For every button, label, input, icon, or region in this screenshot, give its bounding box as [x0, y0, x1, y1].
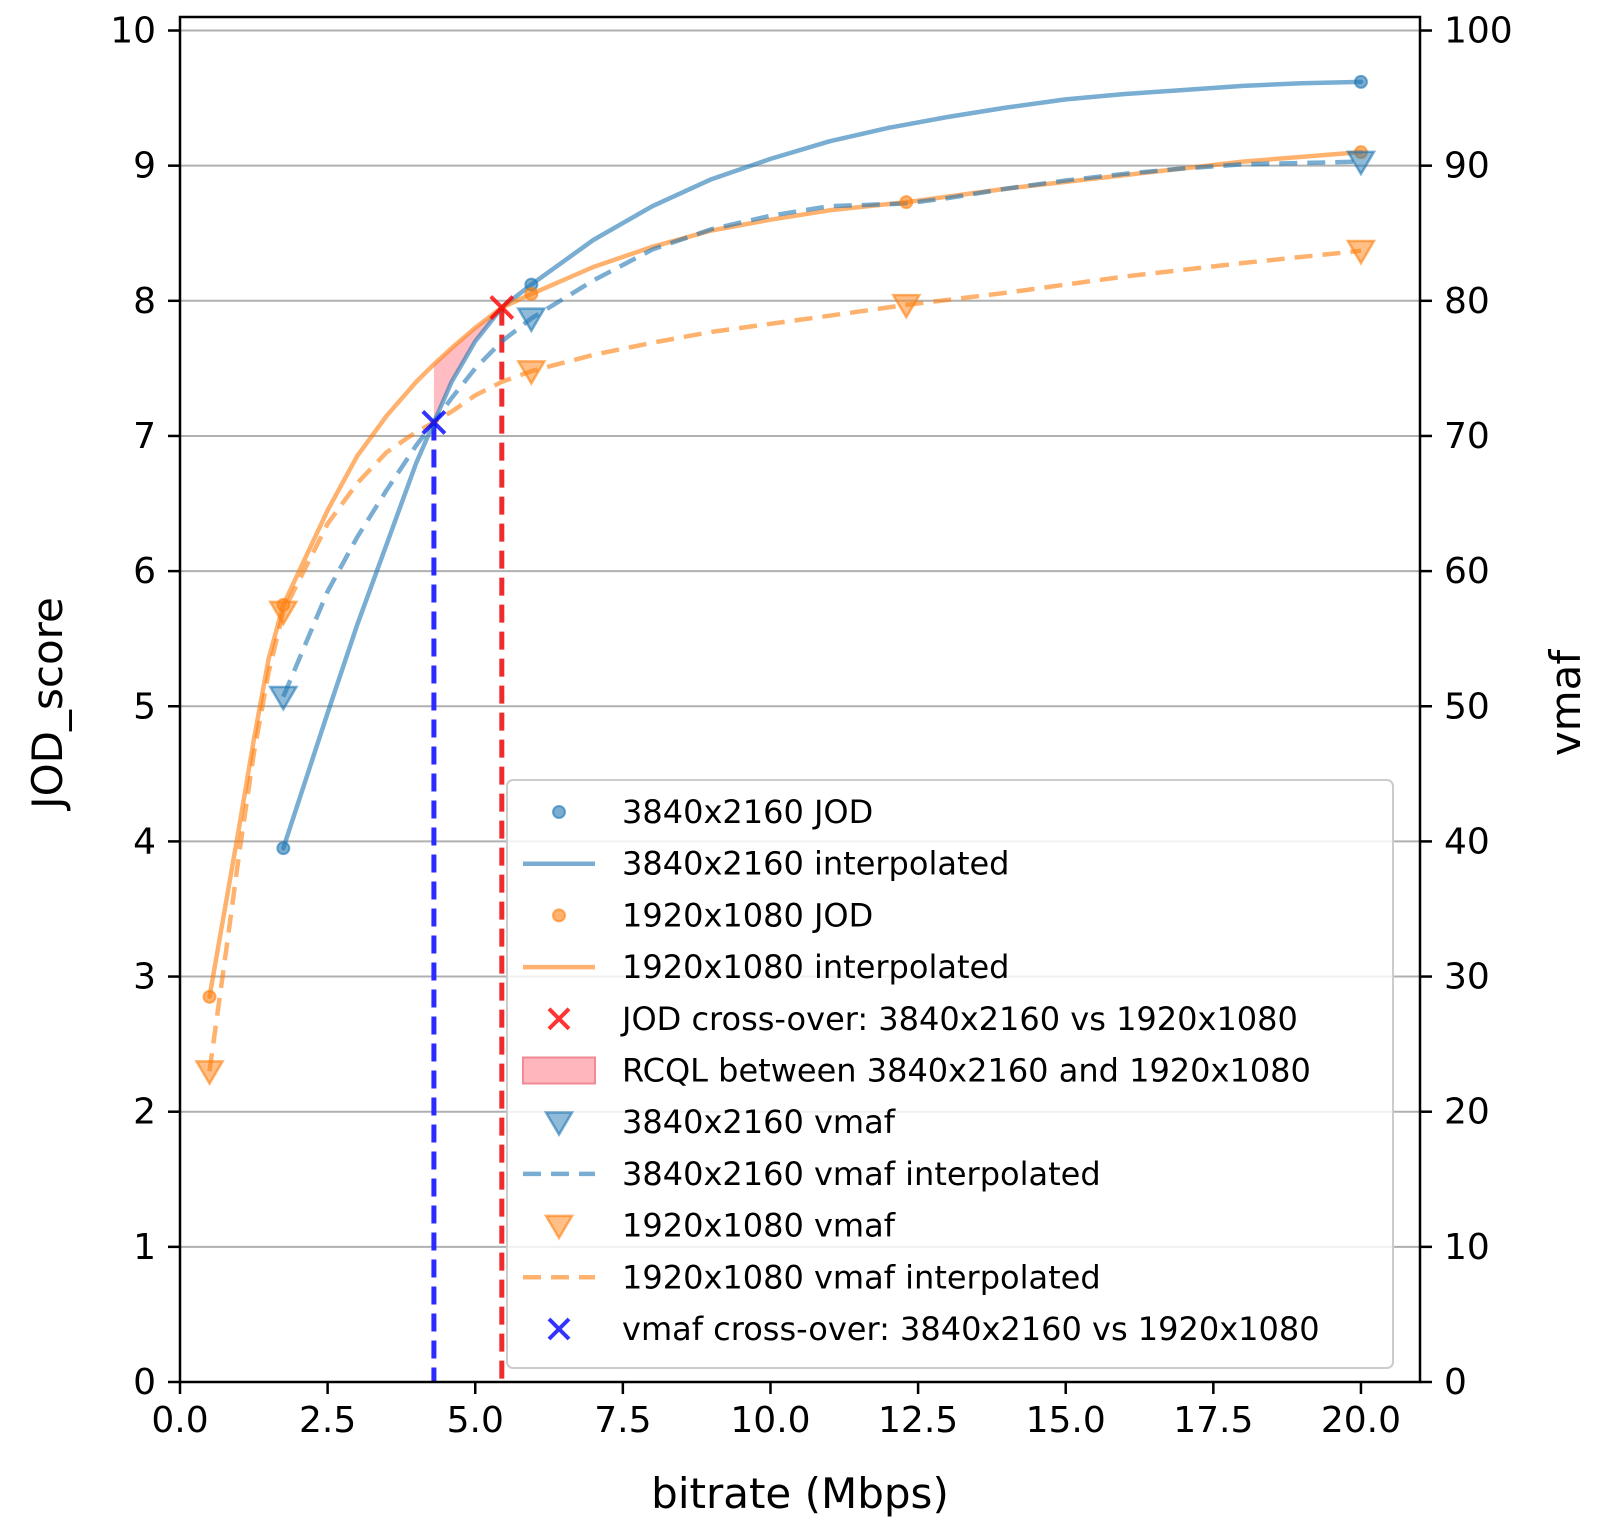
legend-label-7: 3840x2160 vmaf interpolated [622, 1155, 1101, 1193]
legend-handle-5 [522, 1056, 596, 1085]
y-right-tick-label-8: 80 [1444, 281, 1490, 322]
point-1920x1080-jod-3 [899, 195, 914, 210]
marker-1920x1080-vmaf-2 [516, 360, 547, 386]
x-tick-label-2: 5.0 [447, 1400, 504, 1441]
point-1920x1080-jod-0 [202, 989, 217, 1004]
x-axis-title: bitrate (Mbps) [651, 1469, 949, 1518]
y-right-tick-label-9: 90 [1444, 146, 1490, 187]
marker-layer [194, 74, 1377, 1086]
legend-label-6: 3840x2160 vmaf [622, 1103, 896, 1141]
legend-handle-10 [547, 1317, 571, 1341]
legend-label-0: 3840x2160 JOD [622, 793, 873, 831]
marker-1920x1080-vmaf-3 [891, 293, 922, 320]
legend-box [506, 779, 1394, 1369]
y-right-tick-label-4: 40 [1444, 821, 1490, 862]
y-axis-right-title: vmaf [1541, 649, 1590, 757]
legend-handle-6 [543, 1111, 575, 1138]
point-3840x2160-jod-2 [1353, 74, 1368, 89]
x-tick-label-0: 0.0 [151, 1400, 208, 1441]
y-left-tick-label-3: 3 [133, 957, 156, 998]
vmaf-crossover-marker [421, 410, 447, 435]
y-left-tick-label-4: 4 [133, 821, 156, 862]
legend-label-5: RCQL between 3840x2160 and 1920x1080 [622, 1052, 1311, 1090]
y-right-tick-label-2: 20 [1444, 1092, 1490, 1133]
plot-frame [178, 15, 1422, 1384]
legend-handle-4 [547, 1007, 571, 1031]
legend-label-9: 1920x1080 vmaf interpolated [622, 1258, 1101, 1296]
y-left-tick-label-1: 1 [133, 1227, 156, 1268]
y-right-tick-label-1: 10 [1444, 1227, 1490, 1268]
marker-1920x1080-vmaf-1 [268, 600, 299, 627]
legend-handle-0 [552, 805, 566, 819]
y-left-tick-label-6: 6 [133, 551, 156, 592]
y-left-tick-label-8: 8 [133, 281, 156, 322]
legend-label-4: JOD cross-over: 3840x2160 vs 1920x1080 [620, 1000, 1298, 1038]
x-tick-label-6: 15.0 [1026, 1400, 1106, 1441]
x-tick-label-4: 10.0 [730, 1400, 810, 1441]
legend-label-10: vmaf cross-over: 3840x2160 vs 1920x1080 [622, 1310, 1320, 1348]
series-3840x2160-interpolated [281, 79, 1364, 851]
point-3840x2160-jod-0 [276, 841, 291, 856]
y-right-tick-label-3: 30 [1444, 957, 1490, 998]
y-right-tick-label-10: 100 [1444, 11, 1513, 52]
axes-layer: 0.0 2.5 5.0 7.5 10.0 12.5 15.0 17.5 20.0 0 1 2 3 4 5 6 7… [110, 11, 1513, 1441]
y-left-tick-label-0: 0 [133, 1362, 156, 1403]
legend-label-3: 1920x1080 interpolated [622, 948, 1009, 986]
y-left-tick-label-5: 5 [133, 686, 156, 727]
legend: 3840x2160 JOD 3840x2160 interpolated 1920x… [506, 779, 1394, 1369]
jod-crossover-marker [489, 295, 515, 320]
y-right-tick-label-5: 50 [1444, 686, 1490, 727]
y-left-tick-label-2: 2 [133, 1092, 156, 1133]
marker-3840x2160-vmaf-0 [268, 685, 299, 712]
legend-label-8: 1920x1080 vmaf [622, 1207, 896, 1245]
point-1920x1080-jod-2 [524, 287, 539, 302]
marker-1920x1080-vmaf-4 [1345, 239, 1377, 266]
marker-3840x2160-vmaf-2 [1345, 150, 1377, 177]
y-left-tick-label-10: 10 [110, 11, 156, 52]
legend-label-1: 3840x2160 interpolated [622, 845, 1009, 883]
x-tick-label-7: 17.5 [1173, 1400, 1253, 1441]
x-tick-label-8: 20.0 [1321, 1400, 1401, 1441]
rcql-fill-layer [433, 307, 502, 423]
y-right-tick-label-7: 70 [1444, 416, 1490, 457]
y-right-tick-label-0: 0 [1444, 1362, 1467, 1403]
x-tick-label-1: 2.5 [299, 1400, 356, 1441]
series-3840x2160-vmaf-interpolated [281, 159, 1362, 698]
marker-3840x2160-vmaf-1 [516, 307, 547, 334]
y-right-tick-label-6: 60 [1444, 551, 1490, 592]
y-left-tick-label-7: 7 [133, 416, 156, 457]
rcql-fill-area [433, 307, 502, 423]
legend-label-2: 1920x1080 JOD [622, 896, 873, 934]
marker-1920x1080-vmaf-0 [194, 1060, 225, 1086]
y-axis-left-title: JOD_score [23, 597, 72, 812]
x-tick-label-3: 7.5 [594, 1400, 651, 1441]
legend-handle-2 [552, 908, 566, 923]
y-left-tick-label-9: 9 [133, 146, 156, 187]
legend-handle-8 [543, 1214, 575, 1241]
x-tick-label-5: 12.5 [878, 1400, 958, 1441]
